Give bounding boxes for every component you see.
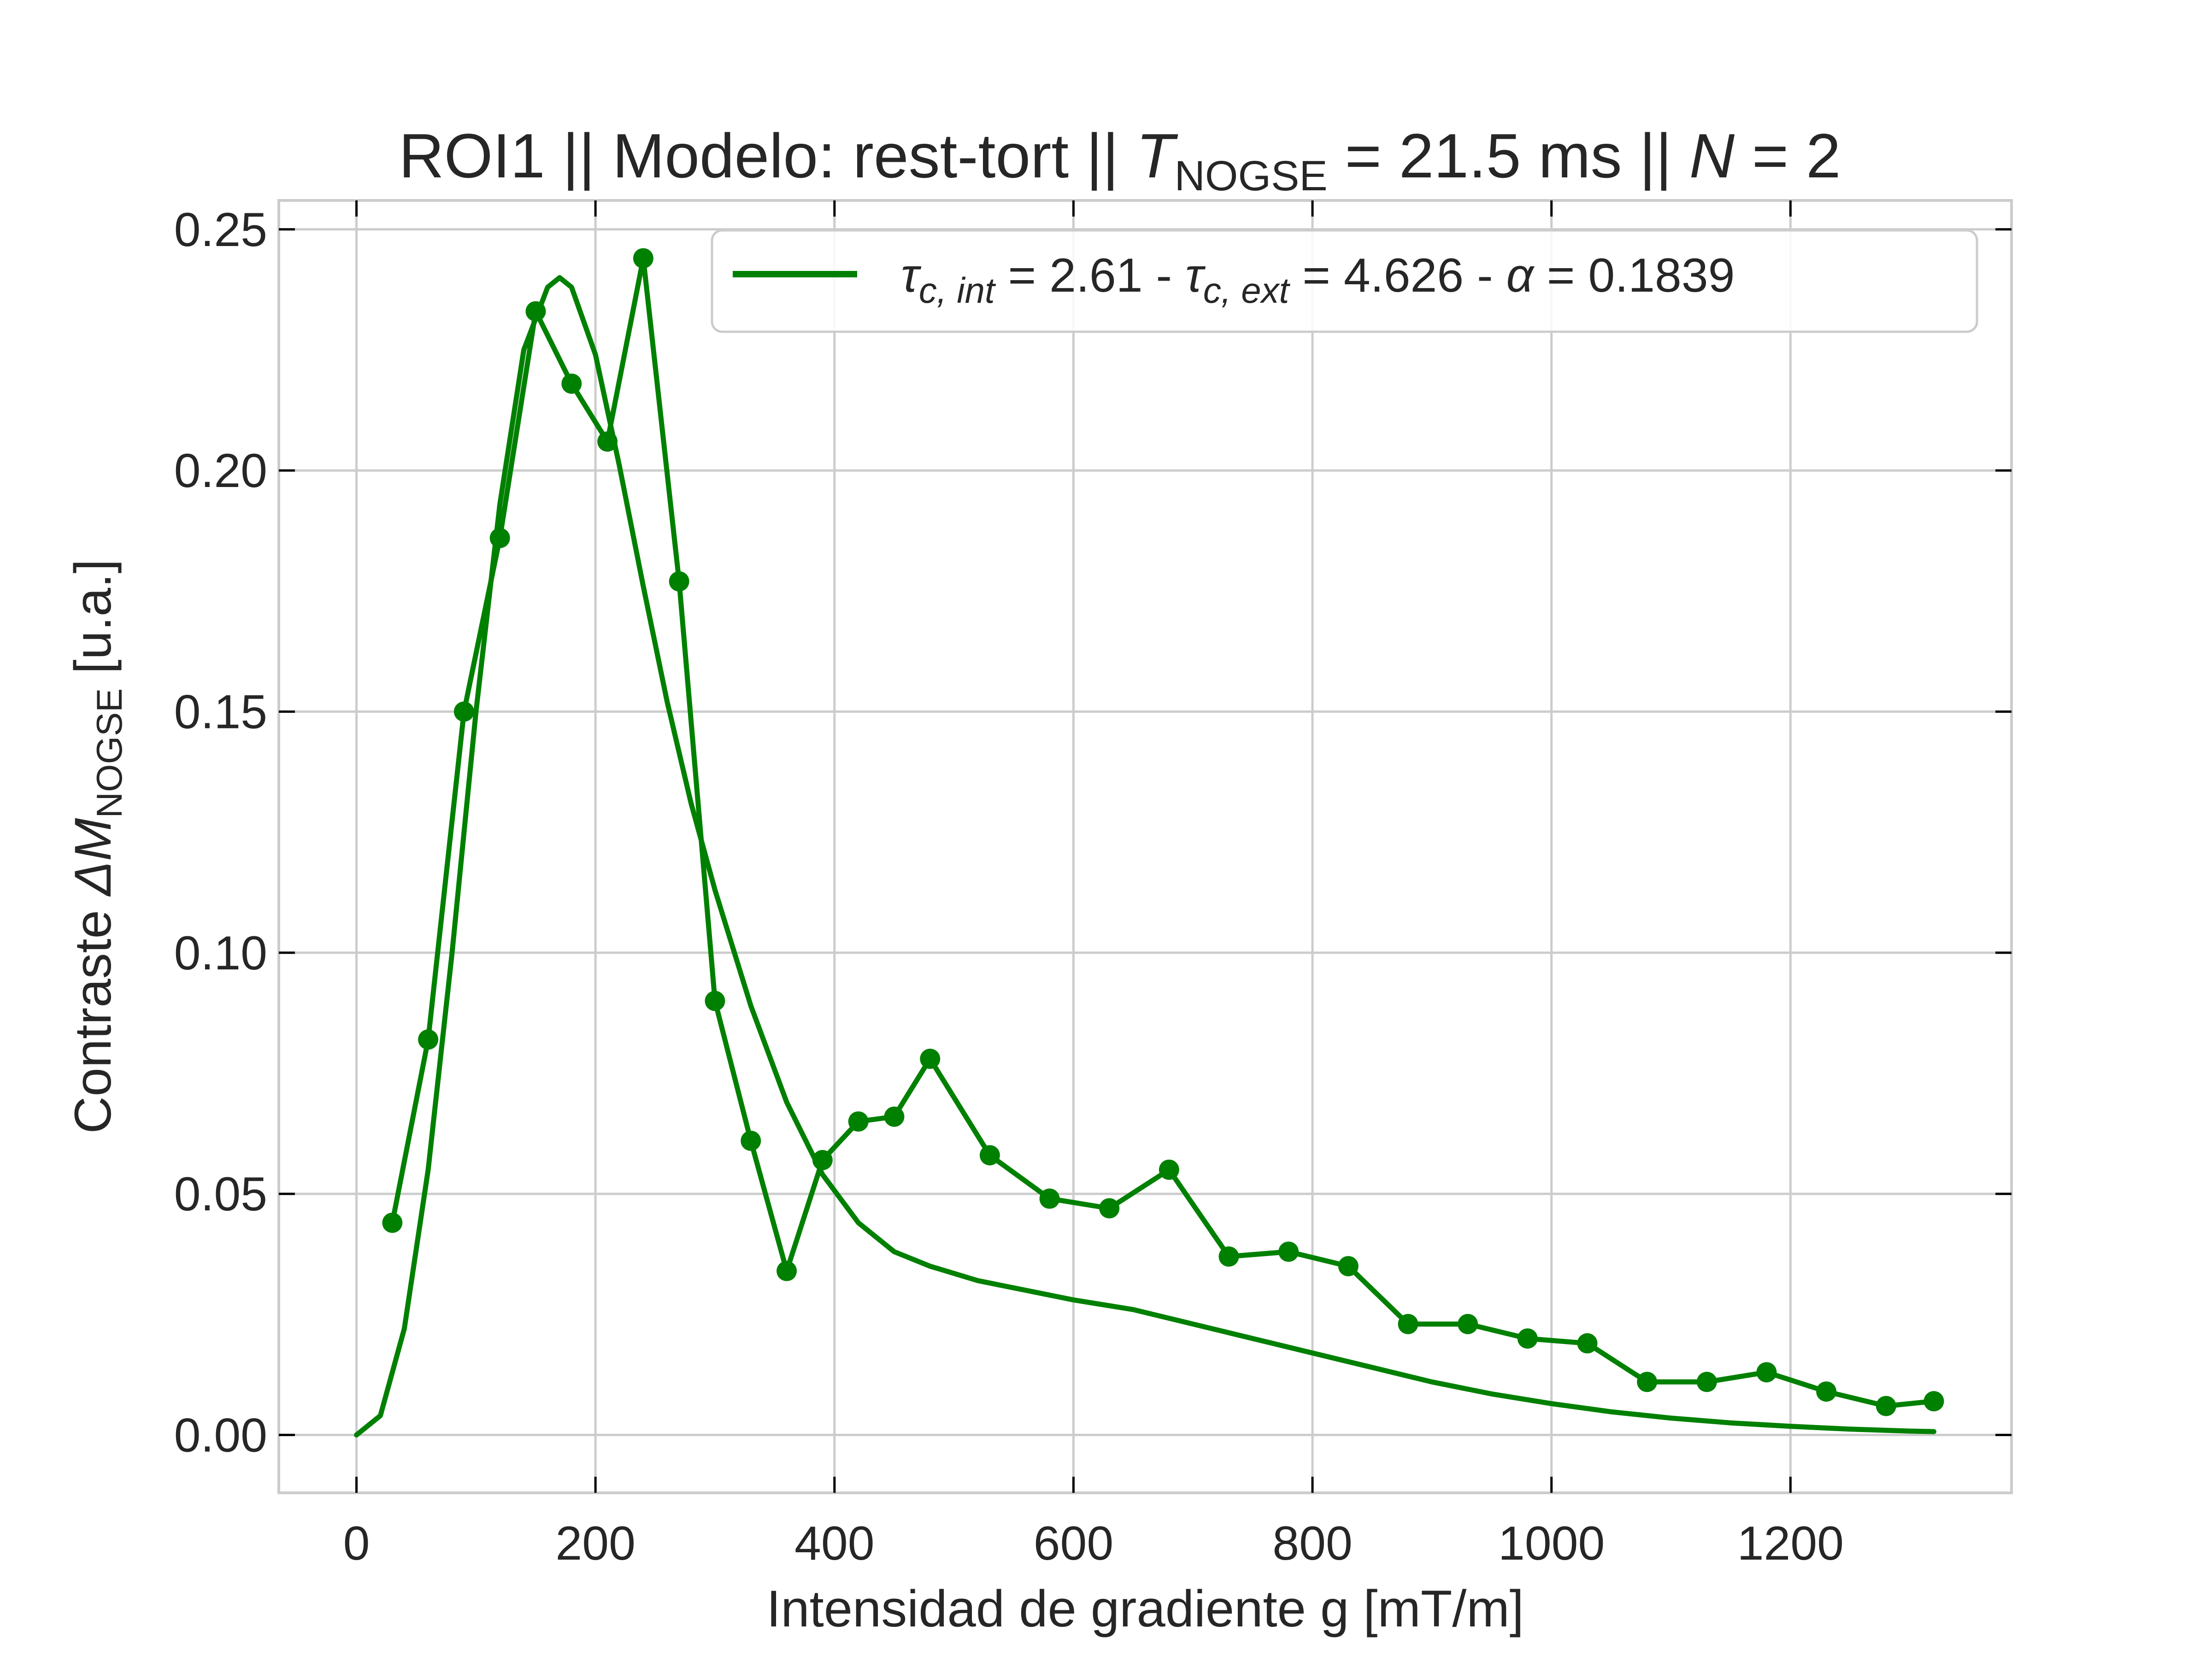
data-point [979,1145,1000,1166]
ylabel-subscript: NOGSE [89,688,129,818]
data-point [1338,1256,1359,1277]
data-point [1517,1328,1538,1349]
x-tick-label: 400 [794,1517,875,1570]
y-tick-label: 0.10 [174,927,267,980]
grid-layer [279,200,2012,1493]
y-tick-label: 0.20 [174,444,267,498]
data-point [1099,1198,1120,1219]
legend-tau1-value: = 2.61 - [995,249,1185,302]
title-n-value: = 2 [1735,121,1841,191]
data-point [705,991,725,1011]
data-point [1577,1333,1598,1354]
data-point [741,1130,761,1151]
legend-label: τc, int = 2.61 - τc, ext = 4.626 - α = 0… [901,249,1735,311]
legend-tau1-sub: c, int [919,270,996,311]
legend-tau1-symbol: τ [901,249,922,302]
title-t-symbol: T [1136,121,1178,191]
x-tick-label: 200 [555,1517,635,1570]
data-point [1924,1391,1944,1412]
ylabel-suffix: [u.a.] [64,559,122,688]
data-point [453,701,474,722]
ylabel-symbol: ΔM [64,818,122,897]
fit-curve-line [354,275,1936,1438]
x-tick-label: 1000 [1498,1517,1605,1570]
data-point [669,571,689,592]
chart-title: ROI1 || Modelo: rest-tort || TNOGSE = 21… [399,121,1841,200]
data-point [1816,1381,1837,1402]
x-tick-label: 0 [343,1517,370,1570]
legend-alpha-value: = 0.1839 [1534,249,1735,302]
data-point [633,248,653,269]
data-point [848,1111,869,1132]
title-prefix: ROI1 || Modelo: rest-tort || [399,121,1136,191]
x-tick-label: 800 [1272,1517,1353,1570]
data-point [1278,1241,1299,1262]
tick-layer: 0 200 400 600 800 1000 1200 0.00 0.05 0.10 0.15 0.2… [174,200,2012,1570]
data-point [884,1106,905,1127]
data-point [1159,1159,1179,1180]
data-point [382,1212,403,1233]
y-tick-label: 0.15 [174,685,267,739]
data-point [1756,1362,1777,1383]
y-tick-label: 0.05 [174,1168,267,1221]
legend-box [711,229,1978,333]
data-point [1696,1372,1717,1392]
data-point [777,1261,797,1281]
title-t-value: = 21.5 ms || [1328,121,1689,191]
data-point [1218,1246,1239,1267]
data-point [920,1049,941,1069]
legend: τc, int = 2.61 - τc, ext = 4.626 - α = 0… [711,229,1978,333]
plot-area-background [279,200,2012,1493]
y-tick-label: 0.00 [174,1409,267,1462]
data-point [561,373,582,394]
title-n-symbol: N [1689,121,1735,191]
data-point [1039,1188,1060,1209]
legend-tau2-sub: c, ext [1203,270,1291,311]
x-tick-label: 600 [1034,1517,1114,1570]
legend-tau2-value: = 4.626 - [1289,249,1506,302]
data-layer [354,248,1944,1438]
x-tick-label: 1200 [1737,1517,1844,1570]
data-point [1458,1314,1478,1334]
legend-alpha-symbol: α [1506,249,1535,302]
ylabel-prefix: Contraste [64,896,122,1134]
legend-tau2-symbol: τ [1185,249,1206,302]
x-axis-label: Intensidad de gradiente g [mT/m] [766,1580,1524,1638]
plot-frame [277,199,2013,1494]
data-point [418,1029,439,1050]
title-t-subscript: NOGSE [1174,153,1327,200]
data-point [1637,1372,1658,1392]
y-axis-label: Contraste ΔMNOGSE [u.a.] [64,559,129,1133]
y-tick-label: 0.25 [174,203,267,257]
data-point [1876,1396,1896,1416]
data-point [1398,1314,1418,1334]
